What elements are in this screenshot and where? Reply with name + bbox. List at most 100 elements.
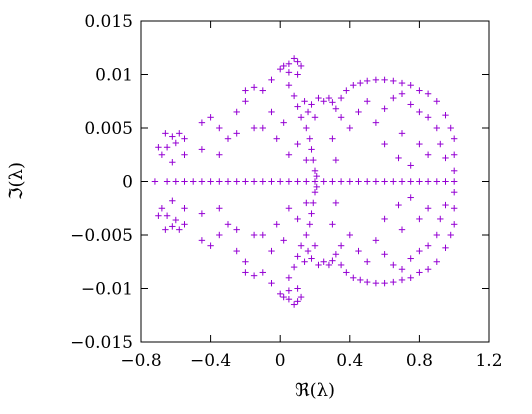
data-point: [277, 290, 284, 298]
data-point: [437, 140, 444, 148]
data-point: [216, 124, 223, 132]
data-point: [285, 287, 293, 294]
data-point: [297, 62, 305, 70]
x-tick-label: −0.4: [190, 351, 231, 371]
data-point: [285, 60, 293, 67]
data-point: [242, 269, 249, 276]
data-point: [294, 140, 301, 148]
data-point: [303, 199, 310, 207]
data-point: [297, 242, 305, 249]
y-tick-label: 0.015: [84, 12, 133, 32]
data-point: [372, 178, 380, 185]
data-point: [176, 226, 183, 233]
data-point: [398, 178, 406, 185]
data-point: [303, 231, 310, 239]
data-point: [297, 114, 305, 121]
data-point: [285, 205, 293, 212]
data-point: [294, 253, 301, 260]
data-point: [451, 178, 458, 185]
data-point: [416, 178, 423, 185]
data-point: [233, 226, 240, 233]
data-point: [285, 178, 293, 185]
data-point: [301, 98, 308, 105]
data-point: [313, 183, 320, 191]
data-point: [398, 266, 406, 273]
data-point: [311, 242, 319, 249]
data-point: [311, 189, 319, 196]
data-point: [395, 201, 402, 209]
data-point: [407, 101, 414, 108]
data-point: [158, 205, 166, 212]
data-point: [280, 293, 287, 301]
data-point: [364, 98, 371, 105]
data-point: [233, 130, 240, 137]
data-point: [259, 178, 266, 185]
data-point: [398, 130, 406, 137]
data-point: [416, 108, 423, 116]
data-point: [181, 205, 188, 212]
data-point: [304, 108, 312, 116]
data-point: [442, 178, 449, 185]
data-point: [424, 178, 432, 185]
data-point: [332, 199, 340, 207]
data-point: [308, 255, 315, 262]
data-point: [250, 272, 258, 279]
x-tick-label: −0.8: [120, 351, 161, 371]
data-point: [169, 197, 176, 204]
data-point: [268, 279, 275, 287]
data-point: [294, 103, 301, 110]
y-tick-label: 0: [122, 173, 133, 193]
data-point: [329, 257, 336, 264]
data-point: [198, 178, 206, 185]
data-point: [308, 101, 315, 108]
data-point: [294, 178, 301, 185]
data-point: [447, 231, 454, 239]
data-point: [433, 98, 440, 105]
data-point: [311, 178, 319, 185]
data-points: [151, 55, 458, 308]
data-point: [163, 212, 171, 219]
data-point: [233, 247, 240, 255]
data-point: [294, 215, 301, 223]
data-point: [268, 108, 275, 116]
y-tick-label: 0.01: [95, 66, 133, 86]
data-point: [311, 114, 319, 121]
data-point: [346, 124, 353, 132]
x-axis-label: ℜ(λ): [295, 380, 335, 401]
data-point: [332, 156, 340, 164]
data-point: [259, 124, 266, 132]
data-point: [390, 278, 397, 286]
data-point: [304, 247, 312, 255]
data-point: [407, 162, 414, 169]
data-point: [424, 242, 432, 249]
data-point: [350, 82, 357, 89]
data-point: [155, 144, 162, 151]
data-point: [285, 151, 293, 158]
data-point: [390, 77, 397, 85]
data-point: [381, 215, 388, 223]
data-point: [294, 58, 301, 65]
data-point: [451, 189, 458, 196]
data-point: [398, 90, 406, 97]
data-point: [259, 87, 266, 94]
data-point: [290, 301, 298, 308]
data-point: [407, 194, 414, 201]
data-point: [437, 215, 444, 223]
data-point: [303, 178, 310, 185]
data-point: [259, 231, 266, 239]
data-point: [224, 178, 232, 185]
data-point: [268, 247, 275, 255]
data-point: [355, 178, 362, 185]
data-point: [169, 133, 176, 140]
data-point: [311, 167, 319, 174]
data-point: [207, 114, 214, 121]
data-point: [308, 146, 315, 153]
data-point: [285, 296, 293, 303]
data-point: [277, 178, 284, 185]
data-point: [424, 205, 432, 212]
data-point: [337, 261, 345, 269]
data-point: [424, 114, 432, 121]
data-point: [216, 151, 223, 158]
data-point: [308, 210, 315, 217]
